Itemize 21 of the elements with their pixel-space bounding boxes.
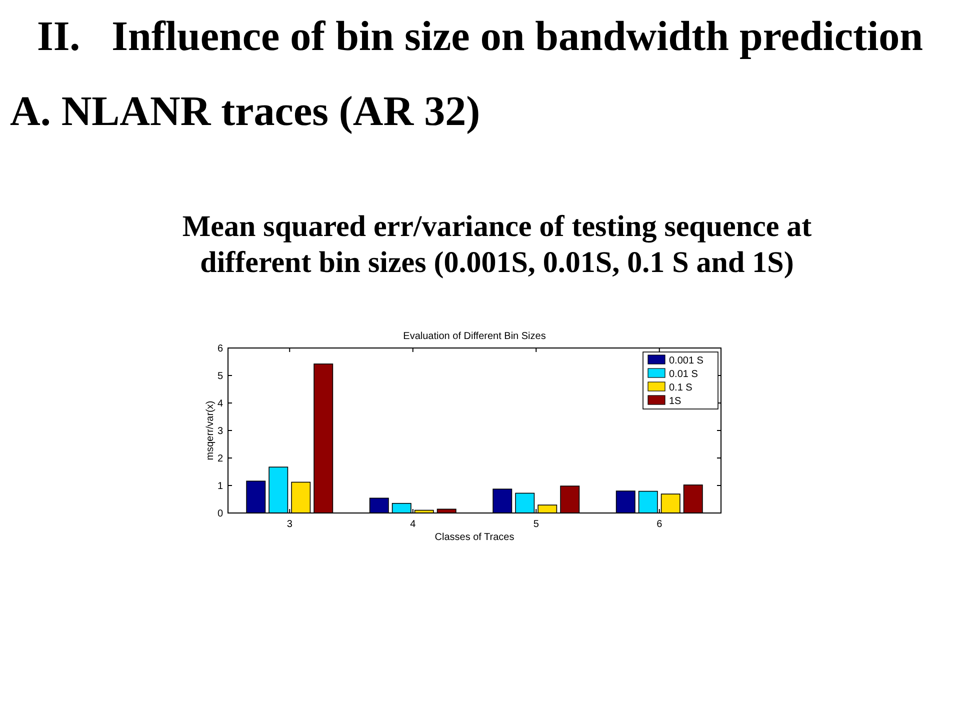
- legend-label: 0.001 S: [669, 356, 704, 366]
- chart-title: Evaluation of Different Bin Sizes: [403, 331, 546, 342]
- text: II. Influence of bin size on bandwidth prediction: [36, 14, 924, 60]
- x-axis-title: Classes of Traces: [434, 532, 514, 543]
- x-tick-label: 5: [533, 519, 540, 530]
- legend-label: 1S: [669, 396, 682, 407]
- y-tick-label: 6: [217, 344, 224, 354]
- y-tick-label: 3: [217, 426, 224, 437]
- y-tick-label: 2: [217, 454, 224, 464]
- y-tick-label: 0: [217, 508, 224, 520]
- y-tick-label: 4: [217, 398, 224, 410]
- legend-label: 0.1 S: [669, 382, 693, 394]
- text: A. NLANR traces (AR 32): [10, 89, 480, 135]
- legend-label: 0.01 S: [669, 369, 698, 380]
- y-axis-title: msqerr/var(x): [205, 400, 216, 460]
- text: Mean squared err/variance of testing sequence at different bin sizes (0.001S, 0.01S, 0.1 S and 1S): [182, 210, 812, 279]
- x-tick-label: 4: [410, 519, 416, 530]
- y-tick-label: 1: [217, 481, 224, 492]
- y-tick-label: 5: [217, 371, 224, 382]
- x-tick-label: 6: [656, 519, 663, 530]
- x-tick-label: 3: [286, 519, 293, 530]
